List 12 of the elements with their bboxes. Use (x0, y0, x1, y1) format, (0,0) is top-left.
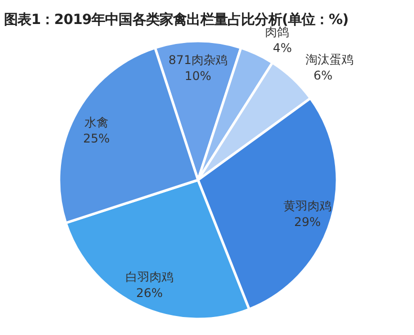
slice-label: 黄羽肉鸡 (283, 198, 332, 213)
slice-label: 淘汰蛋鸡 (306, 52, 354, 66)
data-label: 10% (184, 69, 212, 84)
data-label: 29% (294, 214, 321, 229)
data-label: 6% (314, 68, 333, 82)
data-label: 26% (136, 286, 163, 300)
chart-title: 图表1：2019年中国各类家禽出栏量占比分析(单位：%) (4, 11, 348, 28)
data-label: 4% (272, 40, 292, 55)
slice-label: 白羽肉鸡 (125, 270, 174, 284)
slice-label: 水禽 (84, 115, 108, 130)
data-label: 25% (83, 131, 110, 146)
slice-label: 871肉杂鸡 (168, 53, 228, 68)
